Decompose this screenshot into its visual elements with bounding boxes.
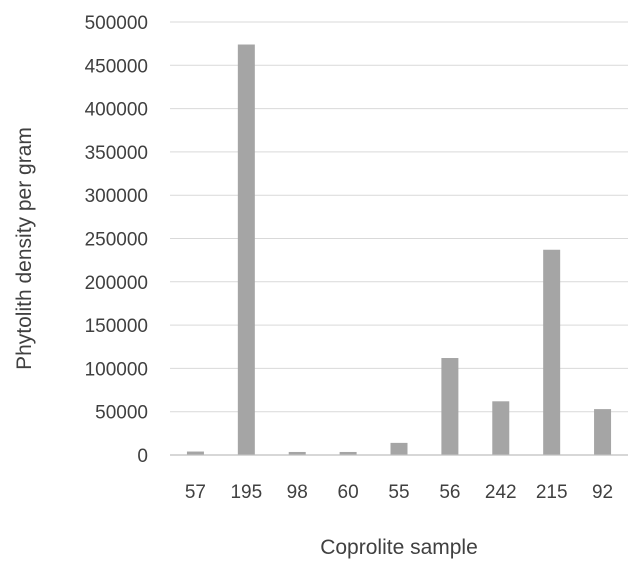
x-tick-label: 55 xyxy=(388,482,409,503)
y-tick-label: 350000 xyxy=(85,143,148,164)
x-tick-label: 57 xyxy=(185,482,206,503)
y-tick-label: 400000 xyxy=(85,100,148,121)
x-axis-ticks: 57 195 98 60 55 56 242 215 92 xyxy=(185,482,613,503)
bar-195 xyxy=(237,44,255,456)
y-axis-ticks: 0 50000 100000 150000 200000 250000 300000 3500… xyxy=(85,13,148,467)
y-tick-label: 500000 xyxy=(85,13,148,34)
bar-92 xyxy=(594,409,612,455)
bar-242 xyxy=(492,401,510,455)
x-tick-label: 215 xyxy=(536,482,568,503)
y-tick-label: 450000 xyxy=(85,56,148,77)
y-tick-label: 200000 xyxy=(85,273,148,294)
x-tick-label: 56 xyxy=(439,482,460,503)
x-tick-label: 242 xyxy=(485,482,517,503)
y-tick-label: 100000 xyxy=(85,359,148,380)
x-tick-label: 60 xyxy=(338,482,359,503)
y-tick-label: 150000 xyxy=(85,316,148,337)
y-tick-label: 250000 xyxy=(85,230,148,251)
x-tick-label: 92 xyxy=(592,482,613,503)
bar-215 xyxy=(543,249,561,455)
bar-57 xyxy=(186,451,204,455)
bar-55 xyxy=(390,442,408,455)
bar-98 xyxy=(288,451,306,455)
y-tick-label: 300000 xyxy=(85,186,148,207)
x-axis-title: Coprolite sample xyxy=(320,536,478,559)
x-tick-label: 98 xyxy=(287,482,308,503)
bar-56 xyxy=(441,358,459,455)
bars xyxy=(186,44,612,456)
y-axis-title: Phytolith density per gram xyxy=(13,127,36,370)
x-tick-label: 195 xyxy=(230,482,262,503)
y-tick-label: 0 xyxy=(137,446,148,467)
bar-60 xyxy=(339,451,357,455)
y-tick-label: 50000 xyxy=(95,403,148,424)
